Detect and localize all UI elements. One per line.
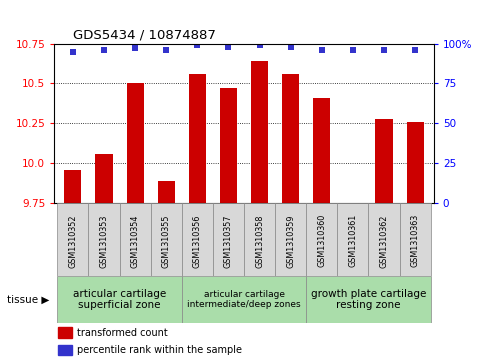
- Bar: [88, 203, 120, 276]
- Point: [193, 42, 201, 48]
- Point: [349, 47, 357, 53]
- Point: [256, 42, 264, 48]
- Text: articular cartilage
superficial zone: articular cartilage superficial zone: [73, 289, 166, 310]
- Text: GSM1310359: GSM1310359: [286, 214, 295, 268]
- Bar: [306, 276, 431, 323]
- Bar: [400, 203, 431, 276]
- Text: GSM1310356: GSM1310356: [193, 214, 202, 268]
- Bar: [57, 276, 182, 323]
- Bar: [58, 327, 71, 338]
- Point: [131, 45, 139, 51]
- Text: GSM1310355: GSM1310355: [162, 214, 171, 268]
- Bar: [182, 276, 306, 323]
- Bar: [151, 203, 182, 276]
- Bar: [58, 345, 71, 355]
- Bar: [337, 203, 368, 276]
- Text: tissue ▶: tissue ▶: [7, 294, 49, 305]
- Bar: [158, 181, 175, 203]
- Text: GSM1310363: GSM1310363: [411, 214, 420, 268]
- Bar: [65, 170, 81, 203]
- Point: [318, 47, 326, 53]
- Text: GSM1310354: GSM1310354: [131, 214, 140, 268]
- Text: GSM1310362: GSM1310362: [380, 214, 388, 268]
- Text: GSM1310361: GSM1310361: [349, 214, 357, 268]
- Bar: [127, 83, 143, 203]
- Bar: [376, 119, 392, 203]
- Bar: [368, 203, 400, 276]
- Bar: [282, 74, 299, 203]
- Bar: [244, 203, 275, 276]
- Text: GDS5434 / 10874887: GDS5434 / 10874887: [73, 28, 216, 41]
- Point: [100, 47, 108, 53]
- Bar: [189, 74, 206, 203]
- Bar: [96, 154, 112, 203]
- Bar: [182, 203, 213, 276]
- Point: [162, 47, 170, 53]
- Bar: [220, 88, 237, 203]
- Bar: [120, 203, 151, 276]
- Text: GSM1310352: GSM1310352: [69, 214, 77, 268]
- Point: [287, 44, 295, 50]
- Bar: [275, 203, 306, 276]
- Bar: [306, 203, 337, 276]
- Text: articular cartilage
intermediate/deep zones: articular cartilage intermediate/deep zo…: [187, 290, 301, 309]
- Bar: [213, 203, 244, 276]
- Bar: [407, 122, 423, 203]
- Text: GSM1310360: GSM1310360: [317, 214, 326, 268]
- Point: [224, 44, 232, 50]
- Point: [69, 49, 77, 54]
- Bar: [313, 98, 330, 203]
- Bar: [57, 203, 88, 276]
- Text: GSM1310353: GSM1310353: [100, 214, 108, 268]
- Point: [380, 47, 388, 53]
- Bar: [251, 61, 268, 203]
- Text: GSM1310357: GSM1310357: [224, 214, 233, 268]
- Text: transformed count: transformed count: [77, 327, 168, 338]
- Point: [411, 47, 419, 53]
- Text: growth plate cartilage
resting zone: growth plate cartilage resting zone: [311, 289, 426, 310]
- Text: GSM1310358: GSM1310358: [255, 214, 264, 268]
- Text: percentile rank within the sample: percentile rank within the sample: [77, 345, 243, 355]
